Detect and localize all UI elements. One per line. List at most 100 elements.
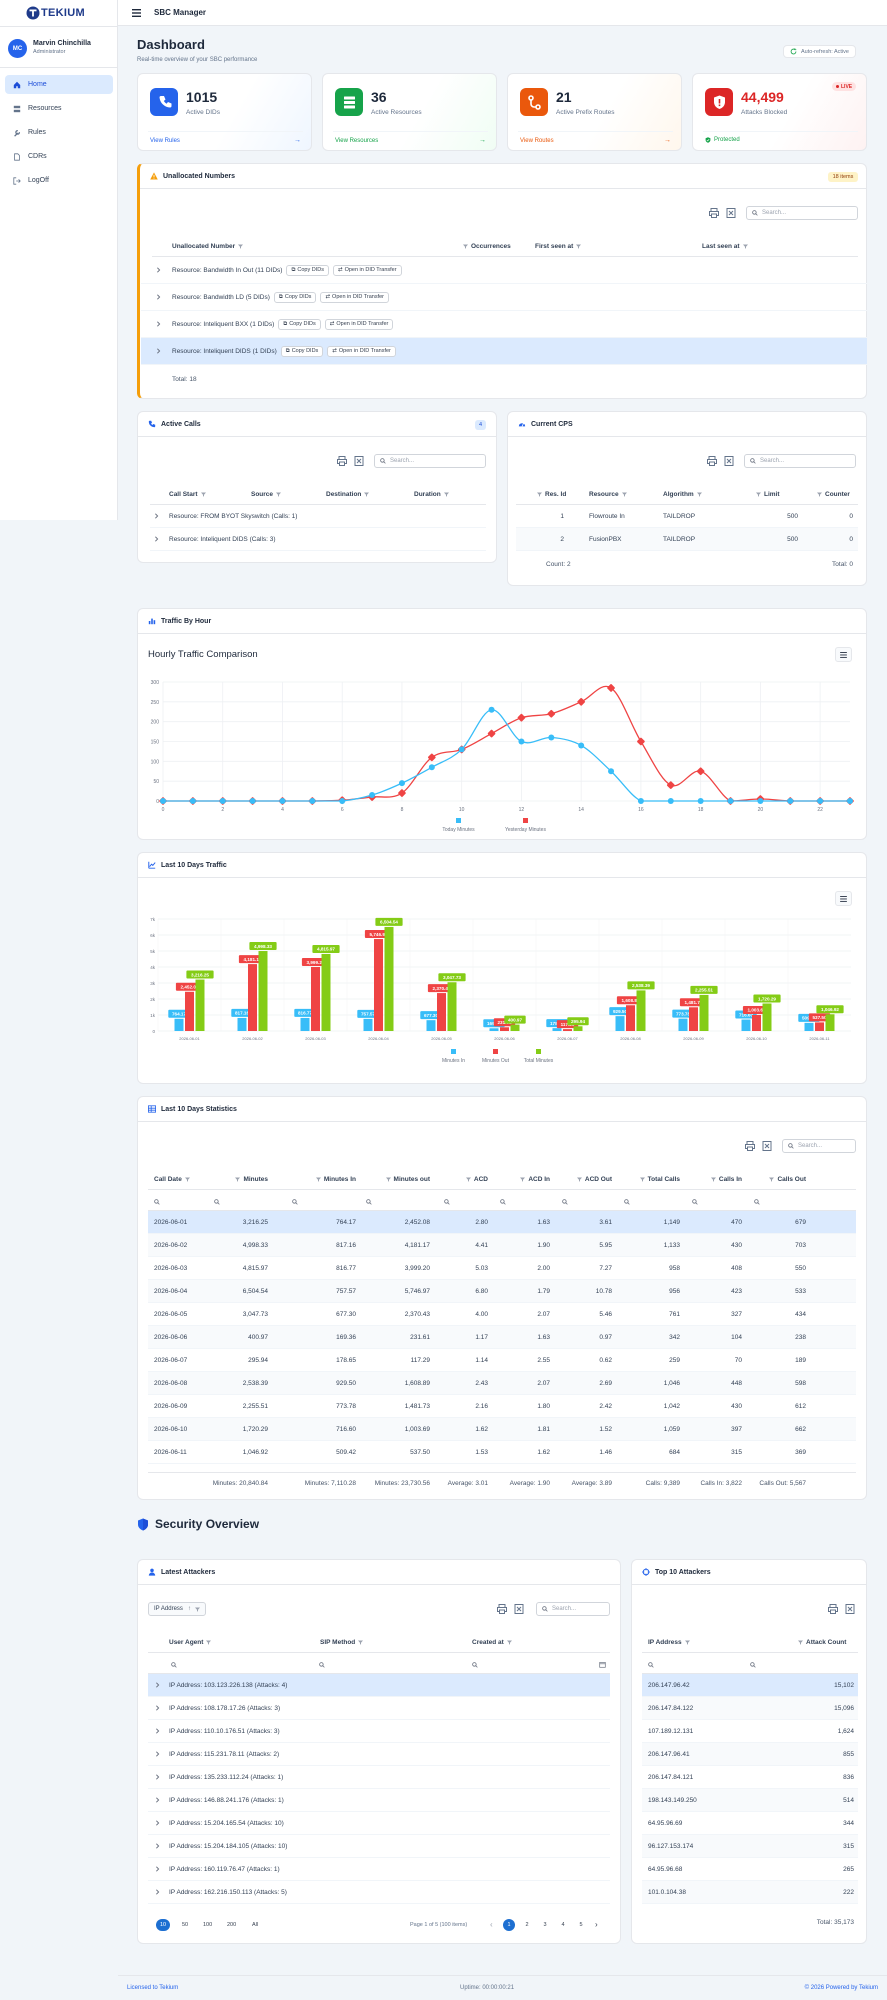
table-row[interactable]: 206.147.84.121 836: [642, 1766, 858, 1789]
auto-refresh-toggle[interactable]: Auto-refresh: Active: [783, 45, 856, 58]
bar[interactable]: [699, 994, 709, 1031]
group-row[interactable]: Resource: Bandwidth LD (5 DIDs) ⧉ Copy DID…: [141, 284, 867, 311]
col-total-calls[interactable]: Total Calls: [618, 1176, 680, 1183]
filter-icon[interactable]: [517, 1177, 528, 1182]
col-resource[interactable]: Resource: [589, 491, 627, 498]
col-minutes-out[interactable]: Minutes out: [360, 1176, 430, 1183]
bar[interactable]: [615, 1016, 625, 1031]
page-button[interactable]: 4: [561, 1922, 565, 1928]
table-row[interactable]: 2026-06-02 4,998.33 817.16 4,181.17 4.41 1.90…: [148, 1234, 856, 1257]
filter-icon[interactable]: [463, 244, 468, 249]
bar[interactable]: [500, 1027, 509, 1031]
data-point[interactable]: [637, 798, 644, 804]
data-point[interactable]: [339, 798, 346, 804]
print-icon[interactable]: [706, 455, 718, 467]
col-destination[interactable]: Destination: [326, 491, 370, 498]
chevron-right-icon[interactable]: [155, 1797, 160, 1803]
filter-icon[interactable]: [313, 1177, 324, 1182]
chevron-right-icon[interactable]: [155, 1866, 160, 1872]
data-point[interactable]: [160, 798, 166, 804]
print-icon[interactable]: [336, 455, 348, 467]
page-button[interactable]: 5: [579, 1922, 583, 1928]
copy-dids-button[interactable]: ⧉ Copy DIDs: [286, 264, 329, 276]
table-row[interactable]: 206.147.96.42 15,102: [642, 1674, 858, 1697]
search-icon[interactable]: [624, 1199, 630, 1205]
open-did-transfer-button[interactable]: ⇄ Open in DID Transfer: [332, 264, 402, 276]
footer-powered-by[interactable]: © 2026 Powered by Tekium: [804, 1985, 878, 1991]
filter-icon[interactable]: [798, 1640, 803, 1645]
col-occurrences[interactable]: Occurrences: [463, 243, 511, 250]
chevron-right-icon[interactable]: [155, 1682, 160, 1688]
bar[interactable]: [374, 939, 383, 1031]
chart-menu-button[interactable]: [835, 647, 852, 662]
col-calls-in[interactable]: Calls In: [686, 1176, 742, 1183]
cps-search-input[interactable]: Search...: [744, 454, 856, 468]
col-acd-in[interactable]: ACD In: [494, 1176, 550, 1183]
print-icon[interactable]: [744, 1140, 756, 1152]
data-point[interactable]: [518, 738, 525, 745]
export-excel-icon[interactable]: [761, 1140, 773, 1152]
chevron-right-icon[interactable]: [155, 1705, 160, 1711]
col-calls-out[interactable]: Calls Out: [748, 1176, 806, 1183]
filter-icon[interactable]: [443, 492, 449, 497]
filter-icon[interactable]: [463, 1177, 474, 1182]
export-excel-icon[interactable]: [513, 1603, 525, 1615]
group-row[interactable]: Resource: FROM BYOT Skyswitch (Calls: 1): [150, 505, 486, 528]
col-call-start[interactable]: Call Start: [169, 491, 206, 498]
chevron-right-icon[interactable]: [155, 1774, 160, 1780]
data-point[interactable]: [428, 764, 435, 771]
filter-icon[interactable]: [817, 492, 822, 497]
bar[interactable]: [311, 967, 320, 1031]
col-counter[interactable]: Counter: [817, 491, 850, 498]
col-limit[interactable]: Limit: [756, 491, 780, 498]
brand-logo[interactable]: TEKIUM: [26, 6, 85, 20]
search-icon[interactable]: [444, 1199, 450, 1205]
data-point[interactable]: [458, 746, 465, 753]
group-row[interactable]: IP Address: 110.10.176.51 (Attacks: 3): [148, 1720, 610, 1743]
table-row[interactable]: 64.95.96.69 344: [642, 1812, 858, 1835]
group-row[interactable]: IP Address: 115.231.78.11 (Attacks: 2): [148, 1743, 610, 1766]
sidebar-item-resources[interactable]: Resources: [5, 99, 113, 118]
data-point[interactable]: [547, 709, 556, 718]
table-row[interactable]: 206.147.96.41 855: [642, 1743, 858, 1766]
search-icon[interactable]: [154, 1199, 160, 1205]
chevron-right-icon[interactable]: [154, 536, 159, 542]
table-row[interactable]: 2026-06-09 2,255.51 773.78 1,481.73 2.16 1.80…: [148, 1395, 856, 1418]
filter-icon[interactable]: [276, 492, 282, 497]
filter-icon[interactable]: [684, 1640, 690, 1645]
attackers-search-input[interactable]: Search...: [536, 1602, 610, 1616]
data-point[interactable]: [578, 742, 585, 749]
bar[interactable]: [636, 990, 646, 1031]
search-icon[interactable]: [319, 1662, 325, 1668]
group-row[interactable]: IP Address: 15.204.165.54 (Attacks: 10): [148, 1812, 610, 1835]
group-row[interactable]: IP Address: 146.88.241.176 (Attacks: 1): [148, 1789, 610, 1812]
bar[interactable]: [384, 926, 394, 1031]
chevron-right-icon[interactable]: [155, 1751, 160, 1757]
col-ip-address[interactable]: IP Address: [648, 1639, 690, 1646]
filter-icon[interactable]: [574, 1177, 585, 1182]
page-size-option[interactable]: 10: [156, 1919, 170, 1931]
data-point[interactable]: [847, 798, 853, 804]
group-row[interactable]: Resource: Bandwidth In Out (11 DIDs) ⧉ Cop…: [141, 257, 867, 284]
page-button[interactable]: 1: [503, 1919, 515, 1931]
copy-dids-button[interactable]: ⧉ Copy DIDs: [278, 318, 321, 330]
next-page-icon[interactable]: ›: [595, 1920, 598, 1929]
table-row[interactable]: 206.147.84.122 15,096: [642, 1697, 858, 1720]
bar[interactable]: [762, 1003, 772, 1031]
avatar[interactable]: MC: [8, 39, 27, 58]
bar[interactable]: [321, 953, 331, 1031]
bar[interactable]: [447, 982, 457, 1031]
col-res-id[interactable]: Res. Id: [537, 491, 566, 498]
page-button[interactable]: 3: [543, 1922, 547, 1928]
group-row[interactable]: IP Address: 15.204.184.105 (Attacks: 10): [148, 1835, 610, 1858]
data-point[interactable]: [548, 734, 555, 741]
export-excel-icon[interactable]: [844, 1603, 856, 1615]
page-size-option[interactable]: 200: [227, 1922, 237, 1928]
unallocated-search-input[interactable]: Search...: [746, 206, 858, 220]
data-point[interactable]: [787, 798, 794, 804]
print-icon[interactable]: [827, 1603, 839, 1615]
page-size-option[interactable]: 100: [203, 1922, 213, 1928]
bar[interactable]: [563, 1029, 572, 1031]
bar[interactable]: [825, 1014, 835, 1031]
chevron-right-icon[interactable]: [156, 321, 161, 327]
